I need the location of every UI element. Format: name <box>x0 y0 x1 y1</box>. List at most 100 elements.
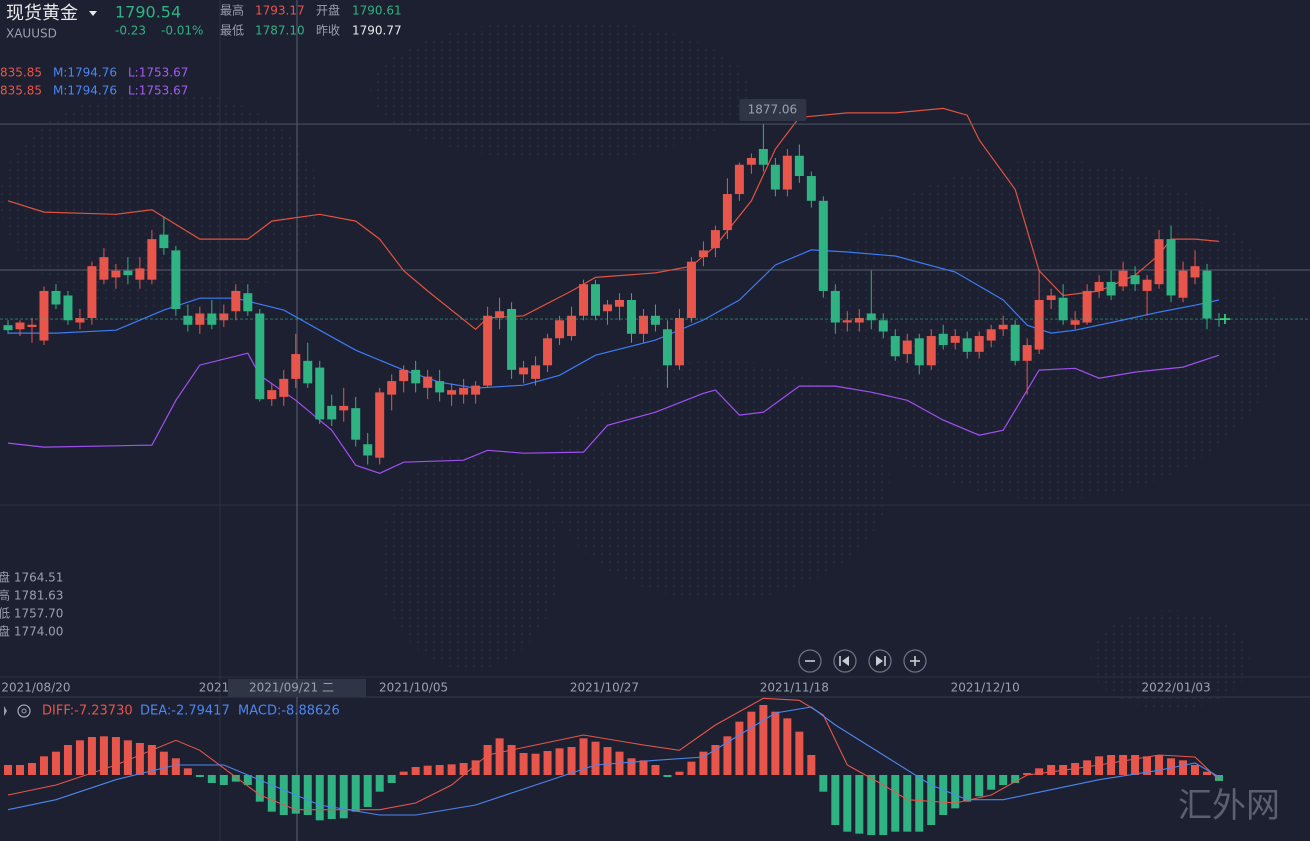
macd-bar <box>555 748 564 775</box>
candle-body <box>794 155 804 177</box>
candle-body <box>938 333 948 346</box>
candle-body <box>399 369 409 382</box>
macd-bar <box>1107 755 1116 775</box>
macd-bar <box>687 761 696 775</box>
collapse-arrow[interactable] <box>4 706 7 716</box>
macd-bar <box>303 775 312 815</box>
candle-body <box>435 381 445 393</box>
macd-bar <box>27 763 36 775</box>
macd-bar <box>1131 755 1140 775</box>
macd-bar <box>1191 765 1200 775</box>
candle-body <box>123 270 133 276</box>
macd-bar <box>1047 765 1056 775</box>
candle-body <box>1094 281 1104 291</box>
info-line: 盘 1764.51 <box>0 570 63 585</box>
macd-bar <box>627 758 636 775</box>
macd-bar <box>255 775 264 802</box>
candle-body <box>243 293 253 312</box>
macd-bar <box>15 765 24 775</box>
macd-bar <box>567 747 576 775</box>
candle-body <box>818 200 828 291</box>
candle-body <box>1214 318 1224 320</box>
low-label: 最低 <box>220 24 244 38</box>
x-tick-label: 2021/11/18 <box>760 681 829 695</box>
candle-body <box>806 176 816 201</box>
dropdown-arrow[interactable] <box>89 11 97 16</box>
candle-body <box>614 299 624 307</box>
macd-bar <box>843 775 852 832</box>
macd-bar <box>1215 775 1223 781</box>
candle-body <box>782 155 792 190</box>
candle-body <box>890 336 900 357</box>
macd-bar <box>507 745 516 775</box>
x-tick-label: 2021/08/20 <box>1 681 70 695</box>
macd-bar <box>1095 756 1104 775</box>
band-middle: M:1794.76 <box>53 66 117 80</box>
macd-bar <box>1155 755 1164 775</box>
macd-bar <box>459 763 468 775</box>
macd-bar <box>699 751 708 775</box>
macd-bar <box>159 751 168 775</box>
info-line: 盘 1774.00 <box>0 624 63 639</box>
band-upper: 835.85 <box>0 84 42 98</box>
crosshair-date: 2021/09/21 二 <box>249 681 334 695</box>
candle-body <box>531 365 541 379</box>
candle-body <box>746 157 756 165</box>
candle-body <box>662 329 672 366</box>
candle-body <box>854 318 864 323</box>
macd-bar <box>195 775 204 777</box>
prev-close-value: 1790.77 <box>352 24 402 38</box>
candle-body <box>1166 239 1176 296</box>
x-tick-label: 2022/01/03 <box>1141 681 1210 695</box>
candle-body <box>351 408 361 440</box>
macd-bar <box>387 775 396 783</box>
macd-bar <box>963 775 972 802</box>
macd-bar <box>807 755 816 775</box>
candle-body <box>998 324 1008 330</box>
open-label: 开盘 <box>316 3 340 18</box>
macd-bar <box>1179 760 1188 775</box>
candle-body <box>495 311 505 319</box>
candle-body <box>722 194 732 231</box>
macd-bar <box>1083 760 1092 775</box>
instrument-name[interactable]: 现货黄金 <box>6 3 78 24</box>
candle-body <box>39 290 49 341</box>
macd-bar <box>771 711 780 775</box>
settings-icon[interactable] <box>17 704 31 718</box>
candle-body <box>231 290 241 312</box>
candle-body <box>1058 297 1068 321</box>
macd-bar <box>1143 756 1152 775</box>
macd-bar <box>927 775 936 825</box>
band-upper: 835.85 <box>0 66 42 80</box>
macd-bar <box>339 775 348 819</box>
macd-bar <box>171 758 180 775</box>
macd-bar <box>4 765 12 775</box>
candle-body <box>3 325 13 331</box>
zoom-out-button[interactable] <box>798 649 822 673</box>
band-lower: L:1753.67 <box>128 66 188 80</box>
candle-body <box>519 367 529 375</box>
macd-bar <box>1035 768 1044 775</box>
macd-bar <box>1167 758 1176 775</box>
prev-button[interactable] <box>833 649 857 673</box>
candle-body <box>219 313 229 321</box>
macd-bar <box>915 775 924 832</box>
macd-bar <box>471 760 480 775</box>
x-tick-label: 2021/10/27 <box>570 681 639 695</box>
macd-bar <box>279 775 288 815</box>
candle-body <box>315 367 325 420</box>
macd-bar <box>399 771 408 775</box>
next-button[interactable] <box>868 649 892 673</box>
candle-body <box>339 405 349 411</box>
macd-bar <box>903 775 912 832</box>
macd-bar <box>723 736 732 775</box>
candle-body <box>411 369 421 384</box>
zoom-in-button[interactable] <box>903 649 927 673</box>
candle-body <box>567 315 577 337</box>
macd-bar <box>123 740 132 775</box>
candle-body <box>483 315 493 386</box>
candle-body <box>1190 266 1200 278</box>
candle-body <box>111 270 121 278</box>
macd-bar <box>375 775 384 792</box>
